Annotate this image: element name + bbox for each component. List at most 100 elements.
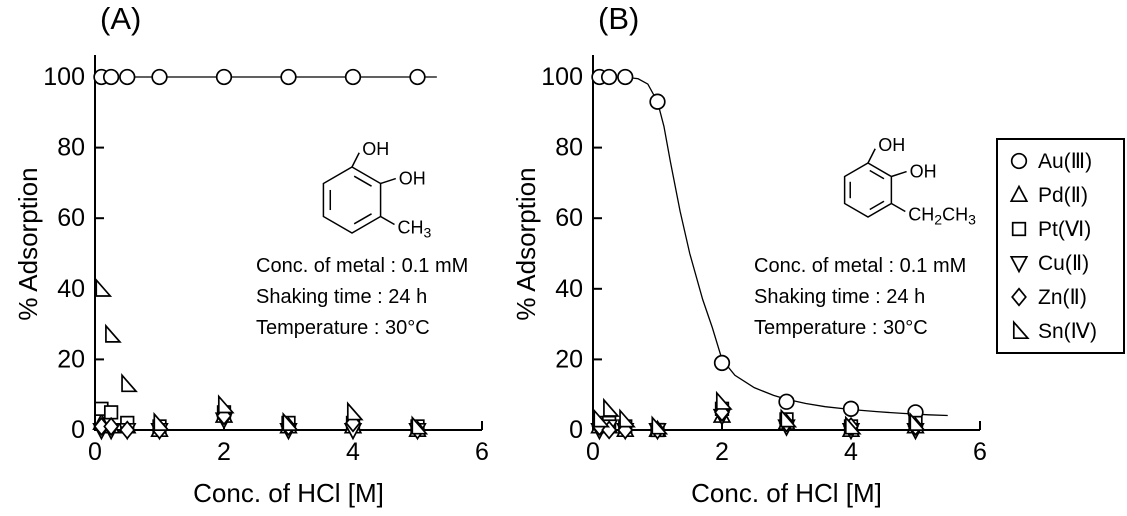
triangle-right-marker bbox=[780, 408, 798, 428]
diamond-marker bbox=[1011, 287, 1027, 307]
series-diamond bbox=[93, 406, 426, 440]
circle-marker bbox=[1010, 152, 1028, 170]
circle-marker bbox=[649, 93, 666, 110]
triangle-up-marker-icon bbox=[1009, 184, 1029, 203]
substituent-label: CH3 bbox=[397, 218, 431, 241]
circle-marker bbox=[280, 68, 297, 86]
x-tick-label: 0 bbox=[88, 438, 102, 466]
series-circle bbox=[591, 68, 948, 421]
axes bbox=[94, 55, 483, 431]
y-tick-label: 20 bbox=[57, 345, 85, 373]
y-tick-label: 60 bbox=[57, 204, 85, 232]
triangle-right-marker-icon bbox=[1012, 319, 1030, 340]
annotation-line: Temperature : 30°C bbox=[256, 317, 430, 339]
triangle-right-marker bbox=[153, 411, 171, 431]
triangle-right-marker bbox=[217, 394, 235, 414]
y-tick-label: 80 bbox=[555, 134, 583, 162]
legend-item-label: Sn(Ⅳ) bbox=[1038, 319, 1098, 343]
legend-item-label: Au(Ⅲ) bbox=[1038, 149, 1093, 173]
circle-marker bbox=[344, 68, 362, 86]
y-tick-label: 100 bbox=[43, 63, 85, 91]
series-triangle-down bbox=[92, 412, 427, 441]
series-square bbox=[94, 401, 425, 434]
legend-item-zn: Zn(Ⅱ) bbox=[1006, 284, 1115, 310]
substituent-label: CH2CH3 bbox=[908, 205, 976, 228]
annotation-line: Shaking time : 24 h bbox=[256, 286, 428, 308]
triangle-right-marker bbox=[105, 323, 122, 343]
circle-marker bbox=[215, 68, 233, 86]
triangle-right-marker bbox=[593, 408, 611, 428]
legend-item-pd: Pd(Ⅱ) bbox=[1006, 182, 1115, 208]
y-tick-label: 60 bbox=[555, 204, 583, 232]
triangle-right-marker bbox=[909, 411, 927, 431]
y-tick-label: 0 bbox=[569, 416, 583, 444]
panel-b-x-axis-label: Conc. of HCl [M] bbox=[691, 478, 882, 508]
y-tick-label: 0 bbox=[71, 416, 85, 444]
panel-a: 0 2 4 6 0 20 40 60 80 100 OH OH CH3 (A) % Adsorption… bbox=[0, 0, 500, 516]
substituent-label: OH bbox=[910, 162, 937, 182]
annotation-line: Conc. of metal : 0.1 mM bbox=[754, 255, 967, 277]
circle-marker bbox=[119, 68, 136, 86]
square-marker bbox=[103, 405, 119, 420]
legend-item-sn: Sn(Ⅳ) bbox=[1006, 318, 1115, 344]
annotation-line: Conc. of metal : 0.1 mM bbox=[256, 255, 469, 277]
triangle-right-marker bbox=[603, 397, 620, 417]
series-triangle-down bbox=[590, 408, 925, 441]
series-diamond bbox=[591, 402, 924, 440]
panel-b-annotations: Conc. of metal : 0.1 mM Shaking time : 2… bbox=[754, 251, 966, 344]
series-triangle-right bbox=[95, 277, 429, 435]
series-square bbox=[592, 401, 923, 438]
triangle-down-marker-icon bbox=[1009, 255, 1029, 274]
triangle-right-marker bbox=[619, 408, 636, 428]
square-marker-icon bbox=[1011, 221, 1027, 237]
y-tick-label: 100 bbox=[541, 63, 583, 91]
x-tick-label: 6 bbox=[475, 438, 489, 466]
triangle-right-marker bbox=[121, 373, 138, 393]
circle-marker bbox=[842, 400, 860, 417]
triangle-down-marker bbox=[1009, 255, 1029, 274]
legend-item-au: Au(Ⅲ) bbox=[1006, 148, 1115, 174]
panel-b: 0 2 4 6 0 20 40 60 80 100 OH OH CH2CH3 (B) % Adsorpt… bbox=[498, 0, 998, 516]
x-tick-label: 2 bbox=[217, 438, 231, 466]
x-tick-label: 6 bbox=[973, 438, 987, 466]
circle-marker bbox=[617, 68, 634, 86]
annotation-line: Shaking time : 24 h bbox=[754, 286, 926, 308]
diamond-marker bbox=[119, 420, 136, 440]
x-tick-label: 4 bbox=[346, 438, 360, 466]
panel-a-y-axis-label: % Adsorption bbox=[13, 167, 43, 321]
circle-marker bbox=[600, 68, 618, 86]
substituent-label: OH bbox=[399, 169, 426, 189]
legend: Au(Ⅲ) Pd(Ⅱ) Pt(Ⅵ) Cu(Ⅱ) Zn(Ⅱ) Sn(Ⅳ) bbox=[996, 138, 1125, 354]
diamond-marker bbox=[103, 416, 120, 437]
substituent-label: OH bbox=[362, 139, 389, 159]
panel-b-label: (B) bbox=[598, 1, 640, 36]
triangle-up-marker bbox=[1009, 184, 1029, 203]
panel-a-label: (A) bbox=[100, 1, 142, 36]
axes bbox=[592, 55, 981, 431]
circle-marker bbox=[102, 68, 120, 86]
legend-item-cu: Cu(Ⅱ) bbox=[1006, 250, 1115, 276]
triangle-right-marker bbox=[411, 415, 429, 435]
circle-marker-icon bbox=[1010, 152, 1028, 170]
substituent-label: OH bbox=[878, 135, 905, 155]
series-triangle-up bbox=[92, 405, 427, 438]
square-marker bbox=[1011, 221, 1027, 237]
fit-line bbox=[593, 76, 948, 417]
legend-item-label: Pt(Ⅵ) bbox=[1038, 217, 1092, 241]
chemical-structure: OH OH CH3 bbox=[322, 139, 431, 241]
x-tick-label: 0 bbox=[586, 438, 600, 466]
legend-item-label: Cu(Ⅱ) bbox=[1038, 251, 1090, 275]
y-tick-label: 40 bbox=[57, 275, 85, 303]
triangle-right-marker bbox=[1012, 319, 1030, 340]
circle-marker bbox=[778, 393, 795, 410]
series-circle bbox=[93, 68, 437, 86]
panel-a-x-axis-label: Conc. of HCl [M] bbox=[193, 478, 384, 508]
y-tick-label: 80 bbox=[57, 134, 85, 162]
y-tick-label: 40 bbox=[555, 275, 583, 303]
